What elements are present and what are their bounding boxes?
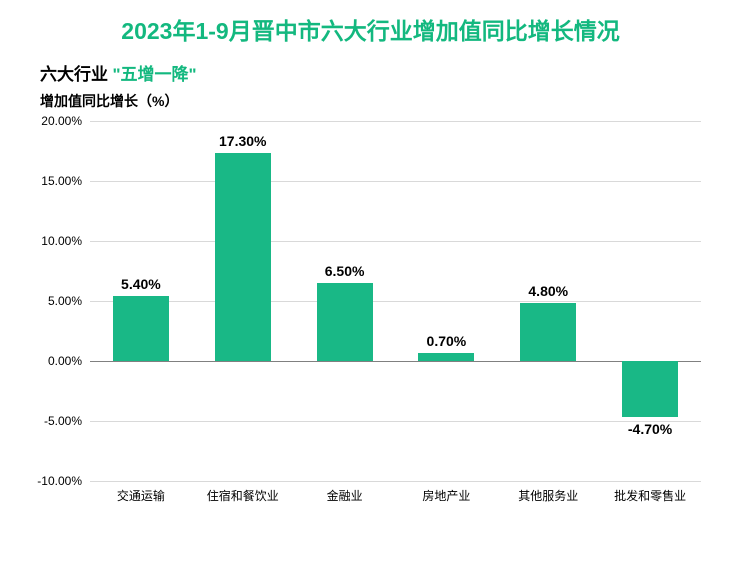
chart-container: 2023年1-9月晋中市六大行业增加值同比增长情况 六大行业 "五增一降" 增加… bbox=[0, 0, 741, 567]
chart-title: 2023年1-9月晋中市六大行业增加值同比增长情况 bbox=[20, 12, 721, 46]
gridline bbox=[90, 421, 701, 422]
bar-value-label: 4.80% bbox=[528, 283, 568, 299]
x-tick-label: 其他服务业 bbox=[518, 487, 578, 504]
bar bbox=[317, 283, 373, 361]
bar-value-label: 17.30% bbox=[219, 133, 266, 149]
y-axis-label: 增加值同比增长（%） bbox=[40, 91, 721, 111]
bar bbox=[418, 353, 474, 361]
y-tick-label: -5.00% bbox=[44, 414, 82, 428]
y-tick-label: 0.00% bbox=[48, 354, 82, 368]
y-tick-label: 15.00% bbox=[41, 174, 82, 188]
y-tick-label: 10.00% bbox=[41, 234, 82, 248]
subtitle-prefix: 六大行业 bbox=[40, 65, 108, 84]
bar bbox=[215, 153, 271, 361]
x-axis: 交通运输 住宿和餐饮业 金融业 房地产业 其他服务业 批发和零售业 bbox=[90, 481, 701, 511]
y-tick-label: 20.00% bbox=[41, 114, 82, 128]
gridline bbox=[90, 181, 701, 182]
x-tick-label: 批发和零售业 bbox=[614, 487, 686, 504]
x-tick-label: 房地产业 bbox=[422, 487, 470, 504]
x-tick-label: 交通运输 bbox=[117, 487, 165, 504]
bar bbox=[113, 296, 169, 361]
bar bbox=[520, 303, 576, 361]
plot-area: -10.00%-5.00%0.00%5.00%10.00%15.00%20.00… bbox=[90, 121, 701, 481]
bar bbox=[622, 361, 678, 417]
subtitle-highlight: "五增一降" bbox=[112, 65, 196, 84]
gridline bbox=[90, 241, 701, 242]
y-tick-label: 5.00% bbox=[48, 294, 82, 308]
chart-subtitle: 六大行业 "五增一降" bbox=[40, 60, 721, 85]
bar-value-label: -4.70% bbox=[628, 421, 672, 437]
chart-area: -10.00%-5.00%0.00%5.00%10.00%15.00%20.00… bbox=[90, 121, 701, 511]
x-tick-label: 金融业 bbox=[327, 487, 363, 504]
bar-value-label: 6.50% bbox=[325, 263, 365, 279]
gridline bbox=[90, 301, 701, 302]
gridline bbox=[90, 121, 701, 122]
x-tick-label: 住宿和餐饮业 bbox=[207, 487, 279, 504]
bar-value-label: 5.40% bbox=[121, 276, 161, 292]
zero-line bbox=[90, 361, 701, 362]
bar-value-label: 0.70% bbox=[427, 333, 467, 349]
y-tick-label: -10.00% bbox=[37, 474, 82, 488]
